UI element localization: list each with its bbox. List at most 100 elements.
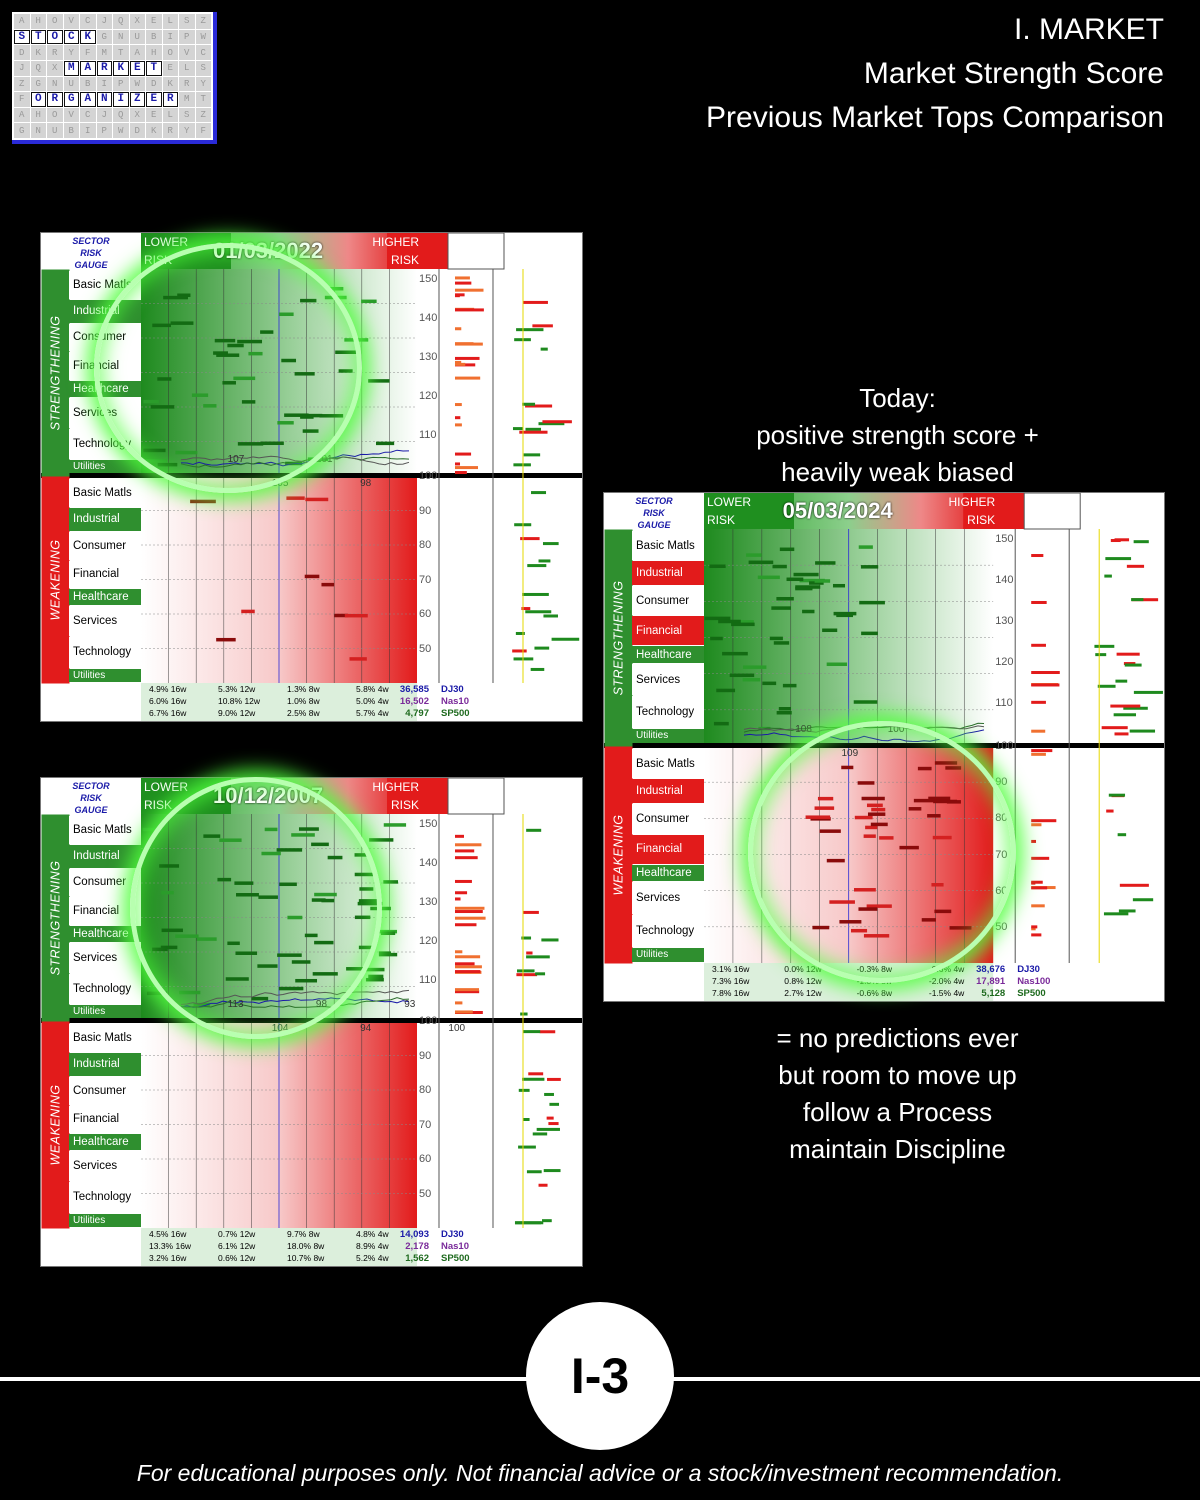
strengthening-sector-healthcare: Healthcare [632,646,704,663]
breadth-bar [454,950,463,954]
footer-stat-c3: 10.7% 8w [286,1253,325,1263]
logo-filler-cell: F [80,45,96,60]
signal-bar [526,951,533,955]
logo-filler-cell: Y [195,76,211,92]
signal-bar [1118,909,1136,913]
higher-risk-label: HIGHER RISK [948,495,996,527]
top-sector-mark [795,586,813,591]
breadth-bar [454,923,477,927]
logo-filler-cell: G [96,29,112,45]
logo-filler-cell: Y [63,45,79,60]
logo-letter: K [113,60,129,76]
footer-index-name: Nas10 [440,696,469,707]
footer-stat-c1: 4.5% 16w [149,1229,187,1239]
index-level-label: 98 [360,478,372,489]
signal-bar [525,404,553,408]
weakening-sector-basic-matls: Basic Matls [69,479,141,507]
logo-filler-cell: R [179,76,195,92]
logo-filler-cell: E [162,60,178,76]
footer-stat-c4: 5.7% 4w [355,708,389,718]
top-sector-mark [380,931,396,936]
strengthening-sector-technology: Technology [632,696,704,728]
logo-filler-cell: X [129,14,145,29]
weakening-sector-services: Services [69,1151,141,1182]
signal-bar [1094,644,1115,648]
title-block [604,493,704,529]
footer-index-value: 1,562 [405,1253,429,1264]
logo-filler-cell: J [96,107,112,123]
logo-letter: T [146,60,162,76]
scale-tick-bottom: 100 [418,1015,438,1027]
logo-filler-cell: S [179,107,195,123]
signal-bar [1133,690,1163,694]
footer-stat-c1: 6.0% 16w [149,696,187,706]
breadth-bar [454,281,472,285]
breadth-bar [1031,886,1048,890]
footer-stat-c2: 9.0% 12w [217,708,256,718]
footer-stat-c1: 7.8% 16w [712,988,750,998]
logo-filler-cell: C [80,14,96,29]
signal-bar [512,649,527,653]
today-line-2: positive strength score + [756,420,1039,450]
logo-letter: A [80,92,96,107]
breadth-bar [454,294,460,298]
bottom-sector-mark [304,574,320,579]
logo-filler-cell: V [63,14,79,29]
weakening-sector-services: Services [69,606,141,637]
signal-bar [1105,557,1132,561]
signal-bar [525,610,552,614]
signal-bar [515,631,525,635]
scale-tick-bottom: 100 [418,470,438,482]
breadth-bar [1031,671,1060,675]
logo-filler-cell: N [113,29,129,45]
top-sector-mark [704,616,731,621]
breadth-bar [1031,933,1042,937]
top-sector-mark [729,673,755,678]
weakening-label: WEAKENING [604,746,632,963]
signal-bar [512,427,523,431]
signal-bar [518,1088,530,1092]
strengthening-sector-healthcare: Healthcare [69,925,141,942]
scale-tick-top: 120 [995,656,1014,668]
top-sector-mark [365,977,384,982]
scale-tick-bottom: 50 [995,920,1008,933]
footer-index-value: 4,797 [405,708,429,719]
scale-tick-bottom: 80 [418,539,432,551]
logo-filler-cell: S [195,60,211,76]
footer-index-value: 5,128 [981,988,1006,999]
scale-tick-bottom: 50 [418,1187,432,1200]
scale-tick-top: 140 [418,312,438,324]
logo-filler-cell: P [96,123,112,138]
breadth-bar [454,962,475,966]
weakening-sector-consumer: Consumer [632,804,704,834]
signal-bar [522,1030,541,1034]
signal-bar [538,422,565,426]
breadth-bar [454,856,478,860]
signal-bar [1119,883,1149,887]
breadth-bar [454,990,480,994]
scale-tick-top: 120 [418,935,438,947]
signal-bar [546,1116,554,1120]
breadth-bar [1031,904,1045,908]
top-sector-mark [710,636,723,641]
footer-index-name: SP500 [440,1253,470,1264]
footer-stat-c1: 7.3% 16w [712,976,750,986]
strengthening-sector-consumer: Consumer [69,868,141,897]
signal-bar [536,1127,560,1131]
weakening-sector-basic-matls: Basic Matls [632,749,704,779]
footer-stat-bg [141,683,417,721]
scale-tick-top: 140 [418,857,438,869]
bottom-sector-mark [216,637,236,642]
logo-letter: G [63,92,79,107]
signal-bar [1131,598,1144,602]
footer-stat-c1: 13.3% 16w [149,1241,192,1251]
breadth-bar [454,849,475,853]
breadth-bar [454,466,479,470]
bottom-sector-mark [321,582,335,587]
breadth-bar [454,403,462,407]
breadth-bar [454,834,464,838]
breadth-bar [454,988,480,992]
footer-index-value: 2,178 [405,1241,429,1252]
top-sector-mark [375,441,395,446]
